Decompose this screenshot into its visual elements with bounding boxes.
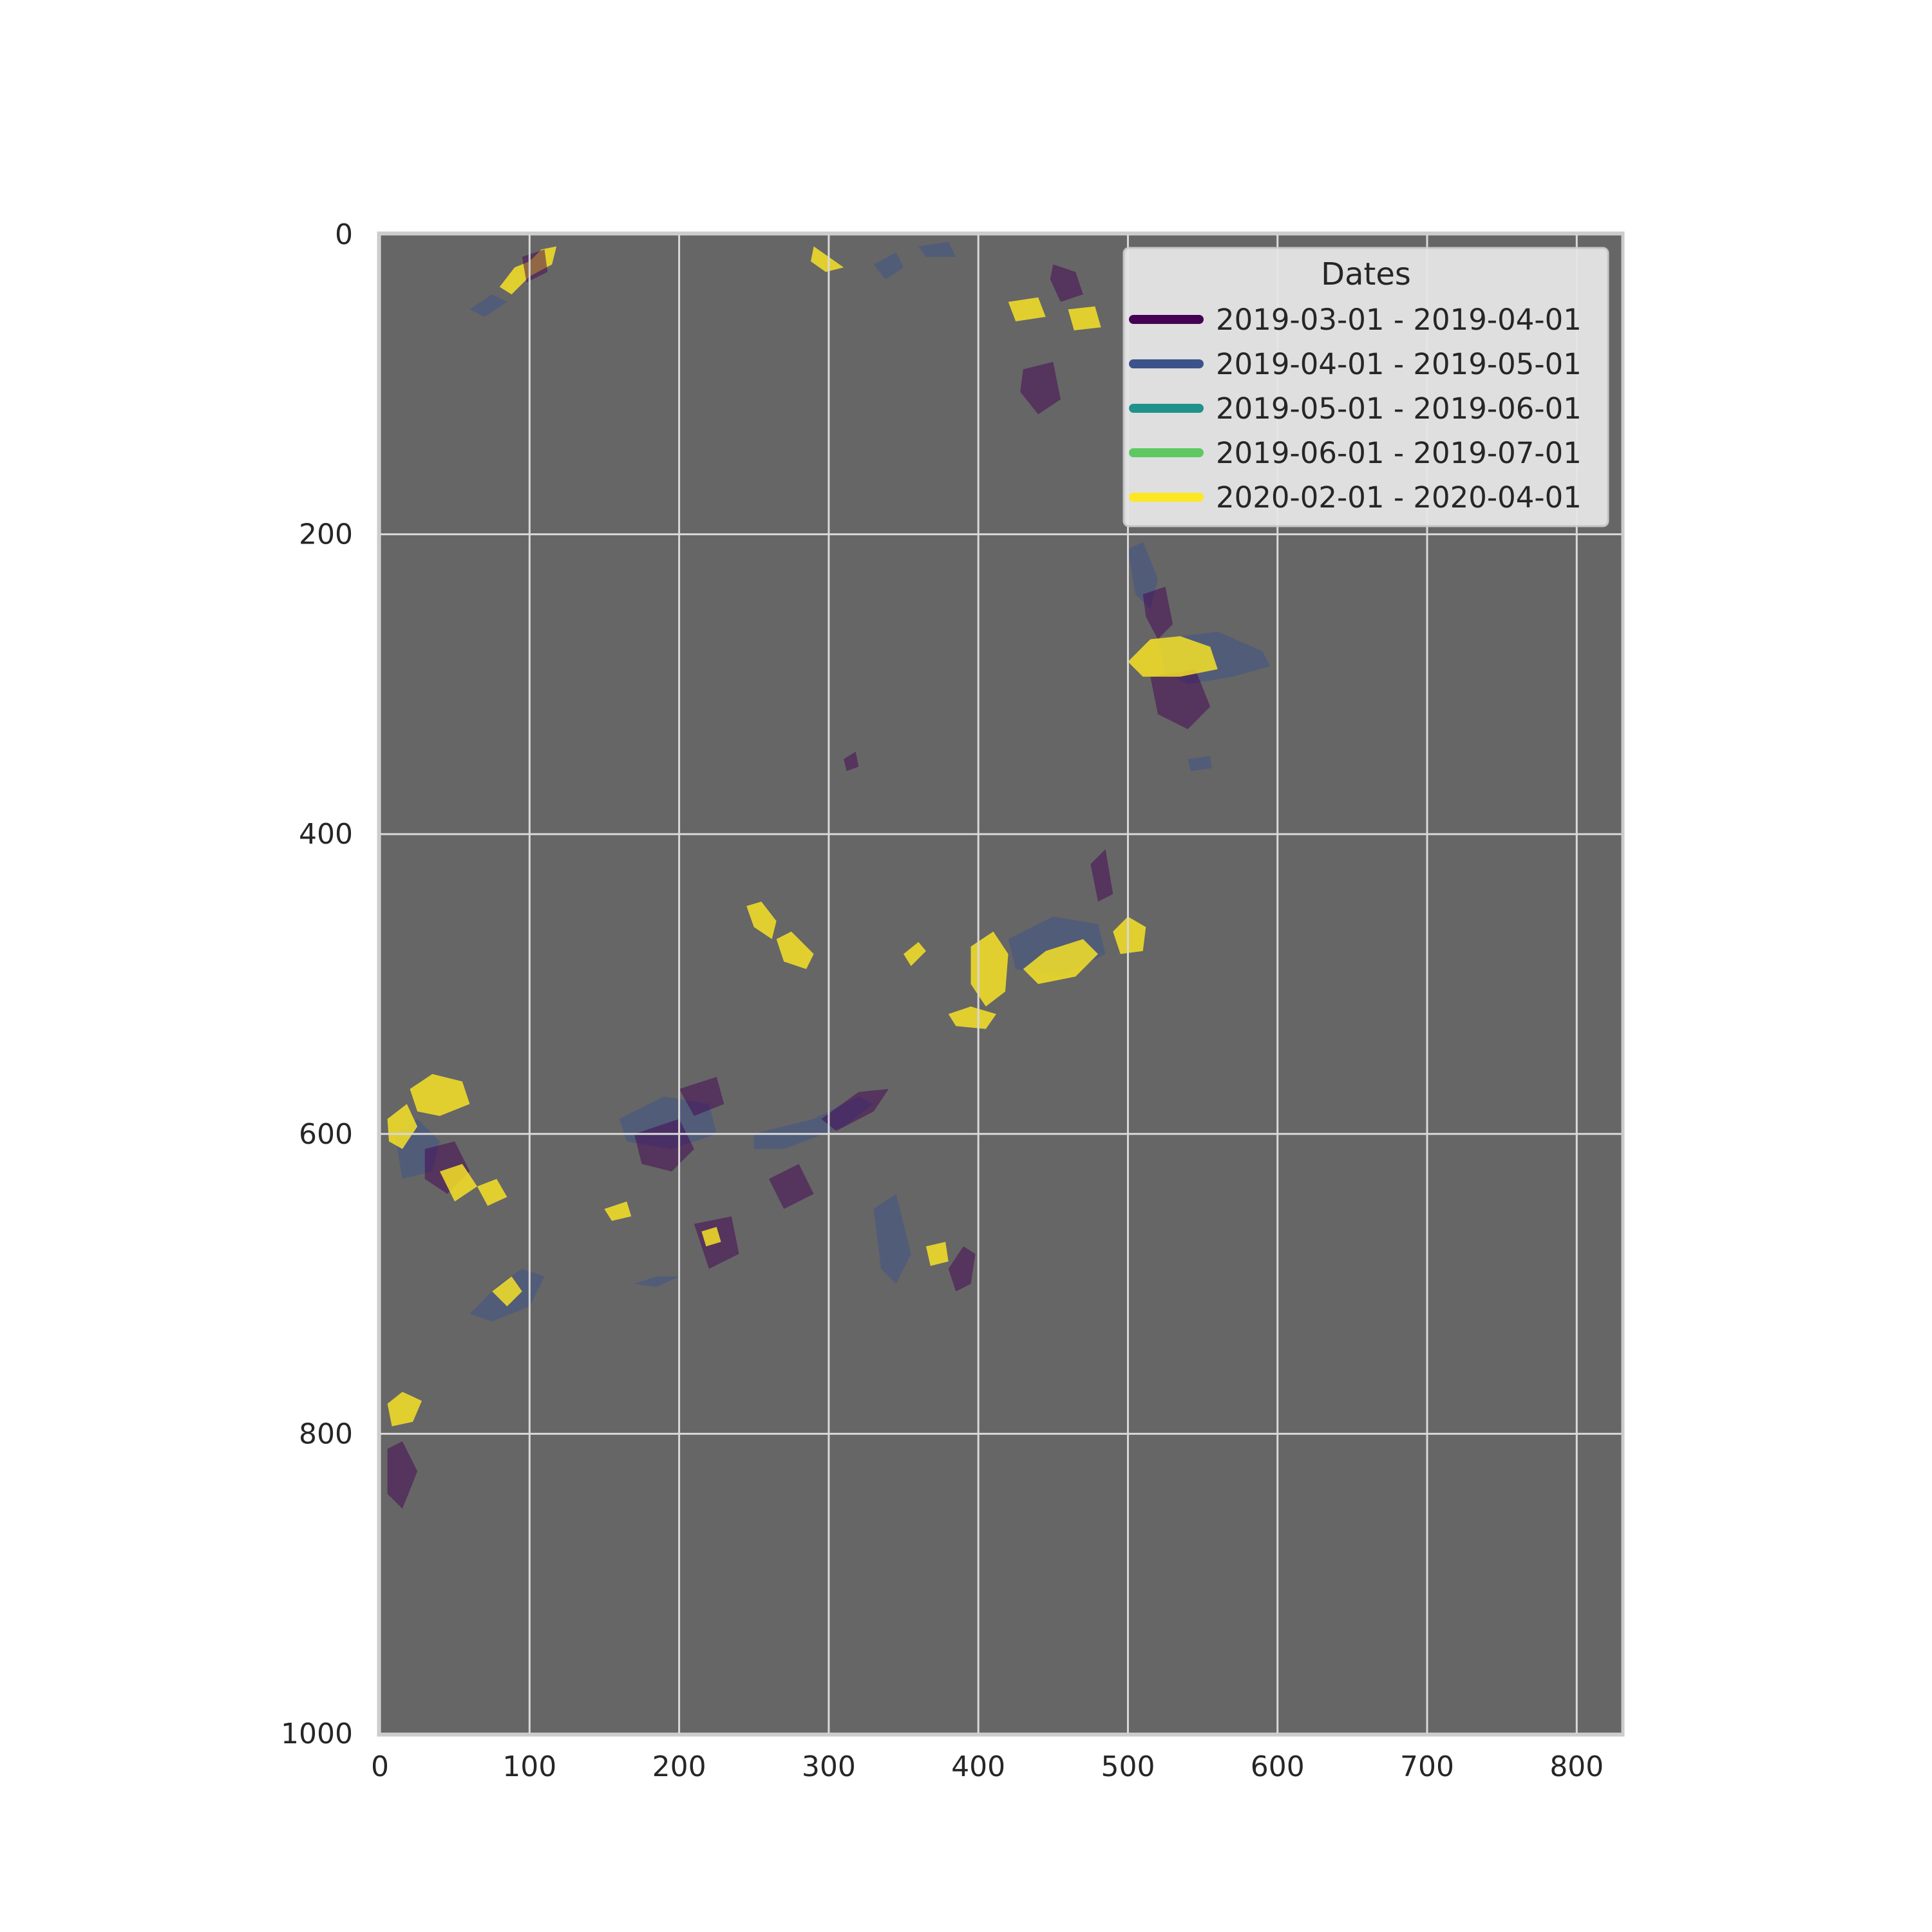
region-48 [844,752,859,772]
region-8 [1050,264,1083,302]
y-tick-label: 400 [299,818,353,851]
legend-label: 2019-05-01 - 2019-06-01 [1216,392,1582,426]
x-tick-label: 800 [1549,1750,1604,1783]
region-46 [604,1201,632,1221]
region-44 [925,1242,949,1266]
region-33 [387,1441,418,1509]
region-29 [477,1179,507,1206]
region-32 [387,1392,422,1426]
region-36 [679,1077,724,1116]
x-tick-label: 700 [1400,1750,1454,1783]
y-tick-label: 1000 [281,1718,353,1750]
region-45 [634,1276,679,1287]
region-47 [1188,756,1212,772]
y-tick-label: 600 [299,1118,353,1151]
region-6 [1008,297,1046,321]
region-31 [492,1276,522,1307]
region-3 [811,246,844,272]
legend-label: 2019-03-01 - 2019-04-01 [1216,303,1582,337]
region-17 [904,942,926,967]
region-9 [1020,361,1061,415]
legend-box [1122,247,1609,527]
region-14 [1128,636,1218,677]
region-40 [701,1227,721,1247]
legend-label: 2020-02-01 - 2020-04-01 [1216,480,1582,515]
region-41 [769,1164,814,1209]
region-38 [821,1089,889,1132]
legend-label: 2019-06-01 - 2019-07-01 [1216,436,1582,470]
legend-entries: 2019-03-01 - 2019-04-01 2019-04-01 - 2019… [1129,303,1582,515]
region-24 [410,1074,470,1116]
region-11 [1142,587,1173,639]
raster-regions [387,242,1271,1509]
x-tick-label: 200 [652,1750,706,1783]
x-tick-label: 0 [371,1750,389,1783]
region-19 [971,931,1009,1007]
y-tick-label: 800 [299,1417,353,1450]
y-axis: 0 200 400 600 800 1000 [281,218,353,1750]
region-7 [1068,306,1101,330]
region-16 [776,931,814,969]
region-2 [469,294,507,317]
region-21 [1113,916,1146,954]
region-43 [948,1246,976,1292]
legend: Dates 2019-03-01 - 2019-04-01 2019-04-01 … [1122,247,1609,527]
region-1 [522,249,548,283]
x-axis: 0 100 200 300 400 500 600 700 800 [371,1750,1604,1783]
x-tick-label: 300 [802,1750,856,1783]
region-15 [746,902,777,940]
legend-title: Dates [1321,256,1411,292]
region-4 [873,252,904,279]
legend-label: 2019-04-01 - 2019-05-01 [1216,347,1582,381]
y-tick-label: 0 [335,218,353,251]
region-26 [387,1104,418,1150]
region-13 [1150,669,1211,730]
x-tick-label: 100 [502,1750,556,1783]
x-tick-label: 600 [1251,1750,1305,1783]
region-28 [439,1164,477,1202]
region-22 [1090,849,1113,902]
x-tick-label: 400 [951,1750,1005,1783]
region-20 [1023,939,1098,984]
plot-frame [377,231,1625,1737]
x-tick-label: 500 [1101,1750,1155,1783]
region-42 [873,1193,911,1284]
region-5 [918,242,956,257]
y-tick-label: 200 [299,518,353,551]
region-23 [948,1006,996,1029]
